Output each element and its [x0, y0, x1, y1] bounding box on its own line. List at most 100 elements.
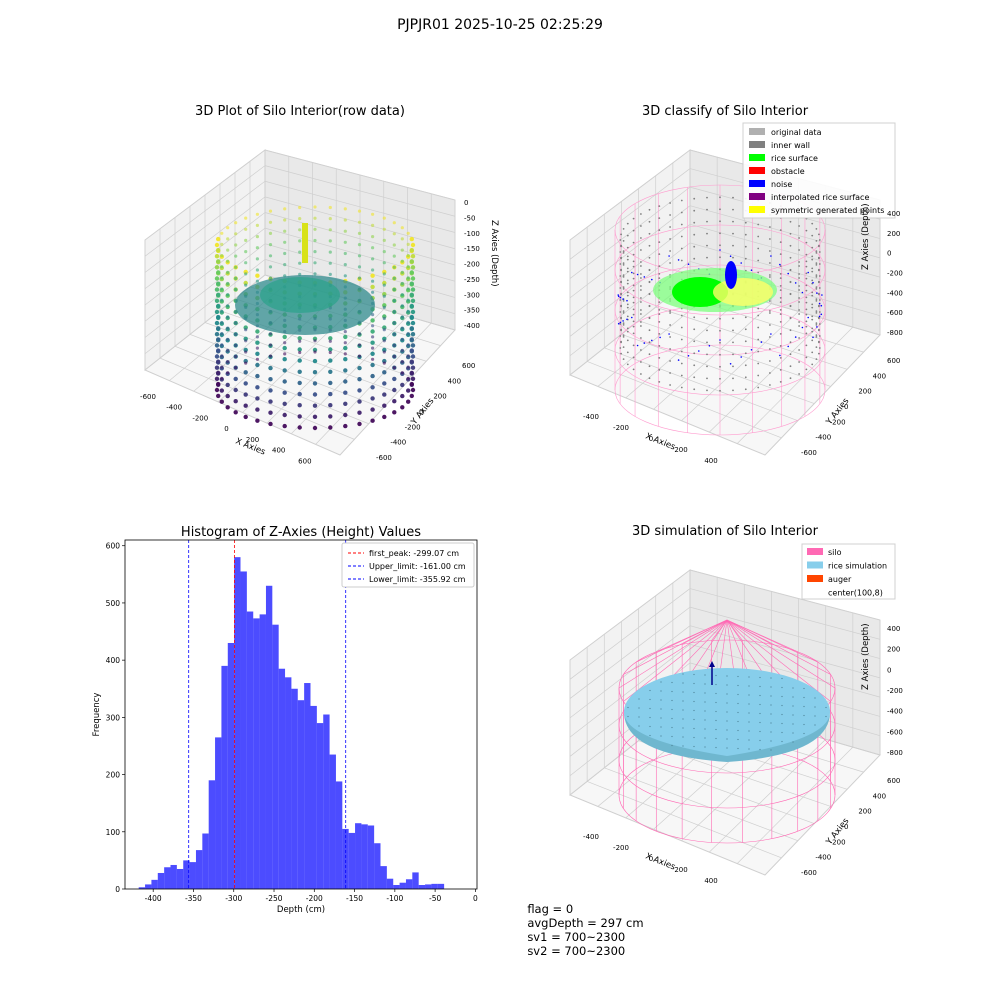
raw-x-tick: 200 [246, 436, 259, 444]
raw-z-label: Z Axies (Depth) [489, 220, 499, 287]
x-tick-label: -100 [386, 894, 403, 903]
histogram-bar [138, 887, 146, 889]
histogram-bar [425, 884, 432, 889]
histogram-bar [335, 781, 343, 889]
cls-z-tick: -800 [887, 329, 903, 337]
histogram-bar [170, 864, 177, 889]
legend-label: Lower_limit: -355.92 cm [369, 575, 466, 584]
sim-rice-grid-points [627, 673, 827, 751]
classify-legend-frame [742, 122, 896, 219]
x-tick-label: -200 [306, 894, 323, 903]
histogram-bar [361, 824, 368, 889]
sim-x-tick: -200 [613, 844, 629, 852]
histogram-bar [240, 571, 247, 889]
histogram-bar [367, 825, 375, 889]
classify-3d-plot: original data inner wall rice surface obsta… [569, 122, 903, 465]
x-tick-label: -400 [145, 894, 162, 903]
cls-z-tick: -600 [887, 309, 903, 317]
classify-plot-title: 3D classify of Silo Interior [641, 104, 809, 119]
sim-x-tick: 200 [674, 866, 687, 874]
raw-z-tick: -300 [464, 291, 480, 299]
raw-x-tick: -400 [166, 404, 182, 412]
classify-noise-cluster [725, 261, 737, 289]
histogram-bars [138, 557, 445, 889]
legend-label: silo [828, 548, 842, 557]
cls-z-tick: -200 [887, 270, 903, 278]
x-tick-label: -150 [346, 894, 363, 903]
sim-x-tick: 0 [649, 855, 653, 863]
legend-label: symmetric generated points [771, 206, 884, 215]
cls-z-tick: -400 [887, 289, 903, 297]
histogram-bar [291, 688, 298, 889]
histogram-y-label: Frequency [92, 693, 102, 737]
cls-z-label: Z Axies (Depth) [861, 203, 871, 270]
legend-swatch [749, 193, 765, 200]
histogram-bar [227, 642, 235, 889]
histogram-bar [151, 879, 158, 889]
classify-symmetric-points [713, 278, 773, 306]
x-tick-label: -300 [225, 894, 242, 903]
histogram-legend-frame [341, 542, 475, 588]
histogram-bar [304, 683, 311, 889]
cls-y-tick: -400 [815, 434, 831, 442]
raw-auger-column [302, 223, 308, 263]
histogram-frame [124, 539, 478, 890]
raw-rice-peak [260, 277, 340, 313]
x-tick-label: -50 [429, 894, 441, 903]
raw-x-tick: 600 [298, 457, 311, 465]
raw-plot-title: 3D Plot of Silo Interior(row data) [195, 104, 405, 119]
cls-x-label: X Axies [644, 432, 677, 453]
y-tick-label: 300 [106, 713, 121, 722]
legend-label: noise [771, 180, 792, 189]
raw-z-tick: -150 [464, 245, 480, 253]
sim-y-tick: 200 [858, 808, 871, 816]
cls-z-tick: 0 [887, 250, 891, 258]
histogram-bar [221, 665, 228, 889]
y-tick-label: 100 [106, 828, 121, 837]
sim-z-tick: -600 [887, 728, 903, 736]
legend-label: obstacle [771, 167, 805, 176]
raw-y-tick: 0 [419, 408, 423, 416]
cls-y-tick: 400 [873, 372, 886, 380]
avg-depth-value: avgDepth = 297 cm [527, 916, 644, 930]
histogram-bar [348, 832, 356, 889]
cls-x-tick: -200 [613, 424, 629, 432]
raw-x-tick: -200 [192, 414, 208, 422]
sim-legend: silo rice simulation auger center(100,8) [801, 543, 896, 600]
histogram-bar [412, 872, 419, 889]
histogram-bar [253, 618, 260, 889]
histogram-bar [405, 879, 413, 889]
histogram-bar [246, 611, 254, 889]
sim-y-tick: 400 [873, 792, 886, 800]
histogram-bar [259, 614, 266, 889]
status-line: flag = 0 avgDepth = 297 cm sv1 = 700~230… [520, 888, 654, 958]
sim-z-label: Z Axies (Depth) [861, 623, 871, 690]
histogram-bar [183, 860, 190, 889]
histogram-x-label: Depth (cm) [277, 905, 325, 915]
x-tick-label: -250 [266, 894, 283, 903]
histogram-bar [399, 882, 406, 889]
y-tick-label: 500 [106, 599, 121, 608]
sim-x-label: X Axies [644, 852, 677, 873]
histogram-bar [386, 878, 394, 889]
raw-y-tick: 400 [448, 377, 461, 385]
figure-title: PJPJR01 2025-10-25 02:25:29 [397, 17, 603, 33]
raw-z-tick: -200 [464, 261, 480, 269]
raw-y-tick: -600 [376, 454, 392, 462]
histogram-bar [355, 823, 362, 889]
raw-z-tick: -50 [464, 214, 475, 222]
sim-x-tick: 400 [704, 877, 717, 885]
histogram-bar [234, 557, 241, 889]
raw-x-tick: -600 [140, 393, 156, 401]
legend-label: first_peak: -299.07 cm [369, 549, 459, 558]
legend-label: auger [828, 575, 852, 584]
cls-y-tick: 0 [844, 403, 848, 411]
histogram-bar [145, 884, 152, 889]
sim-z-tick: 200 [887, 646, 900, 654]
sim-z-tick: -400 [887, 708, 903, 716]
legend-label: rice simulation [828, 562, 887, 571]
simulation-plot-title: 3D simulation of Silo Interior [632, 524, 818, 539]
histogram-bar [374, 843, 381, 889]
sim-y-tick: -200 [830, 838, 846, 846]
raw-x-tick: 0 [224, 425, 228, 433]
